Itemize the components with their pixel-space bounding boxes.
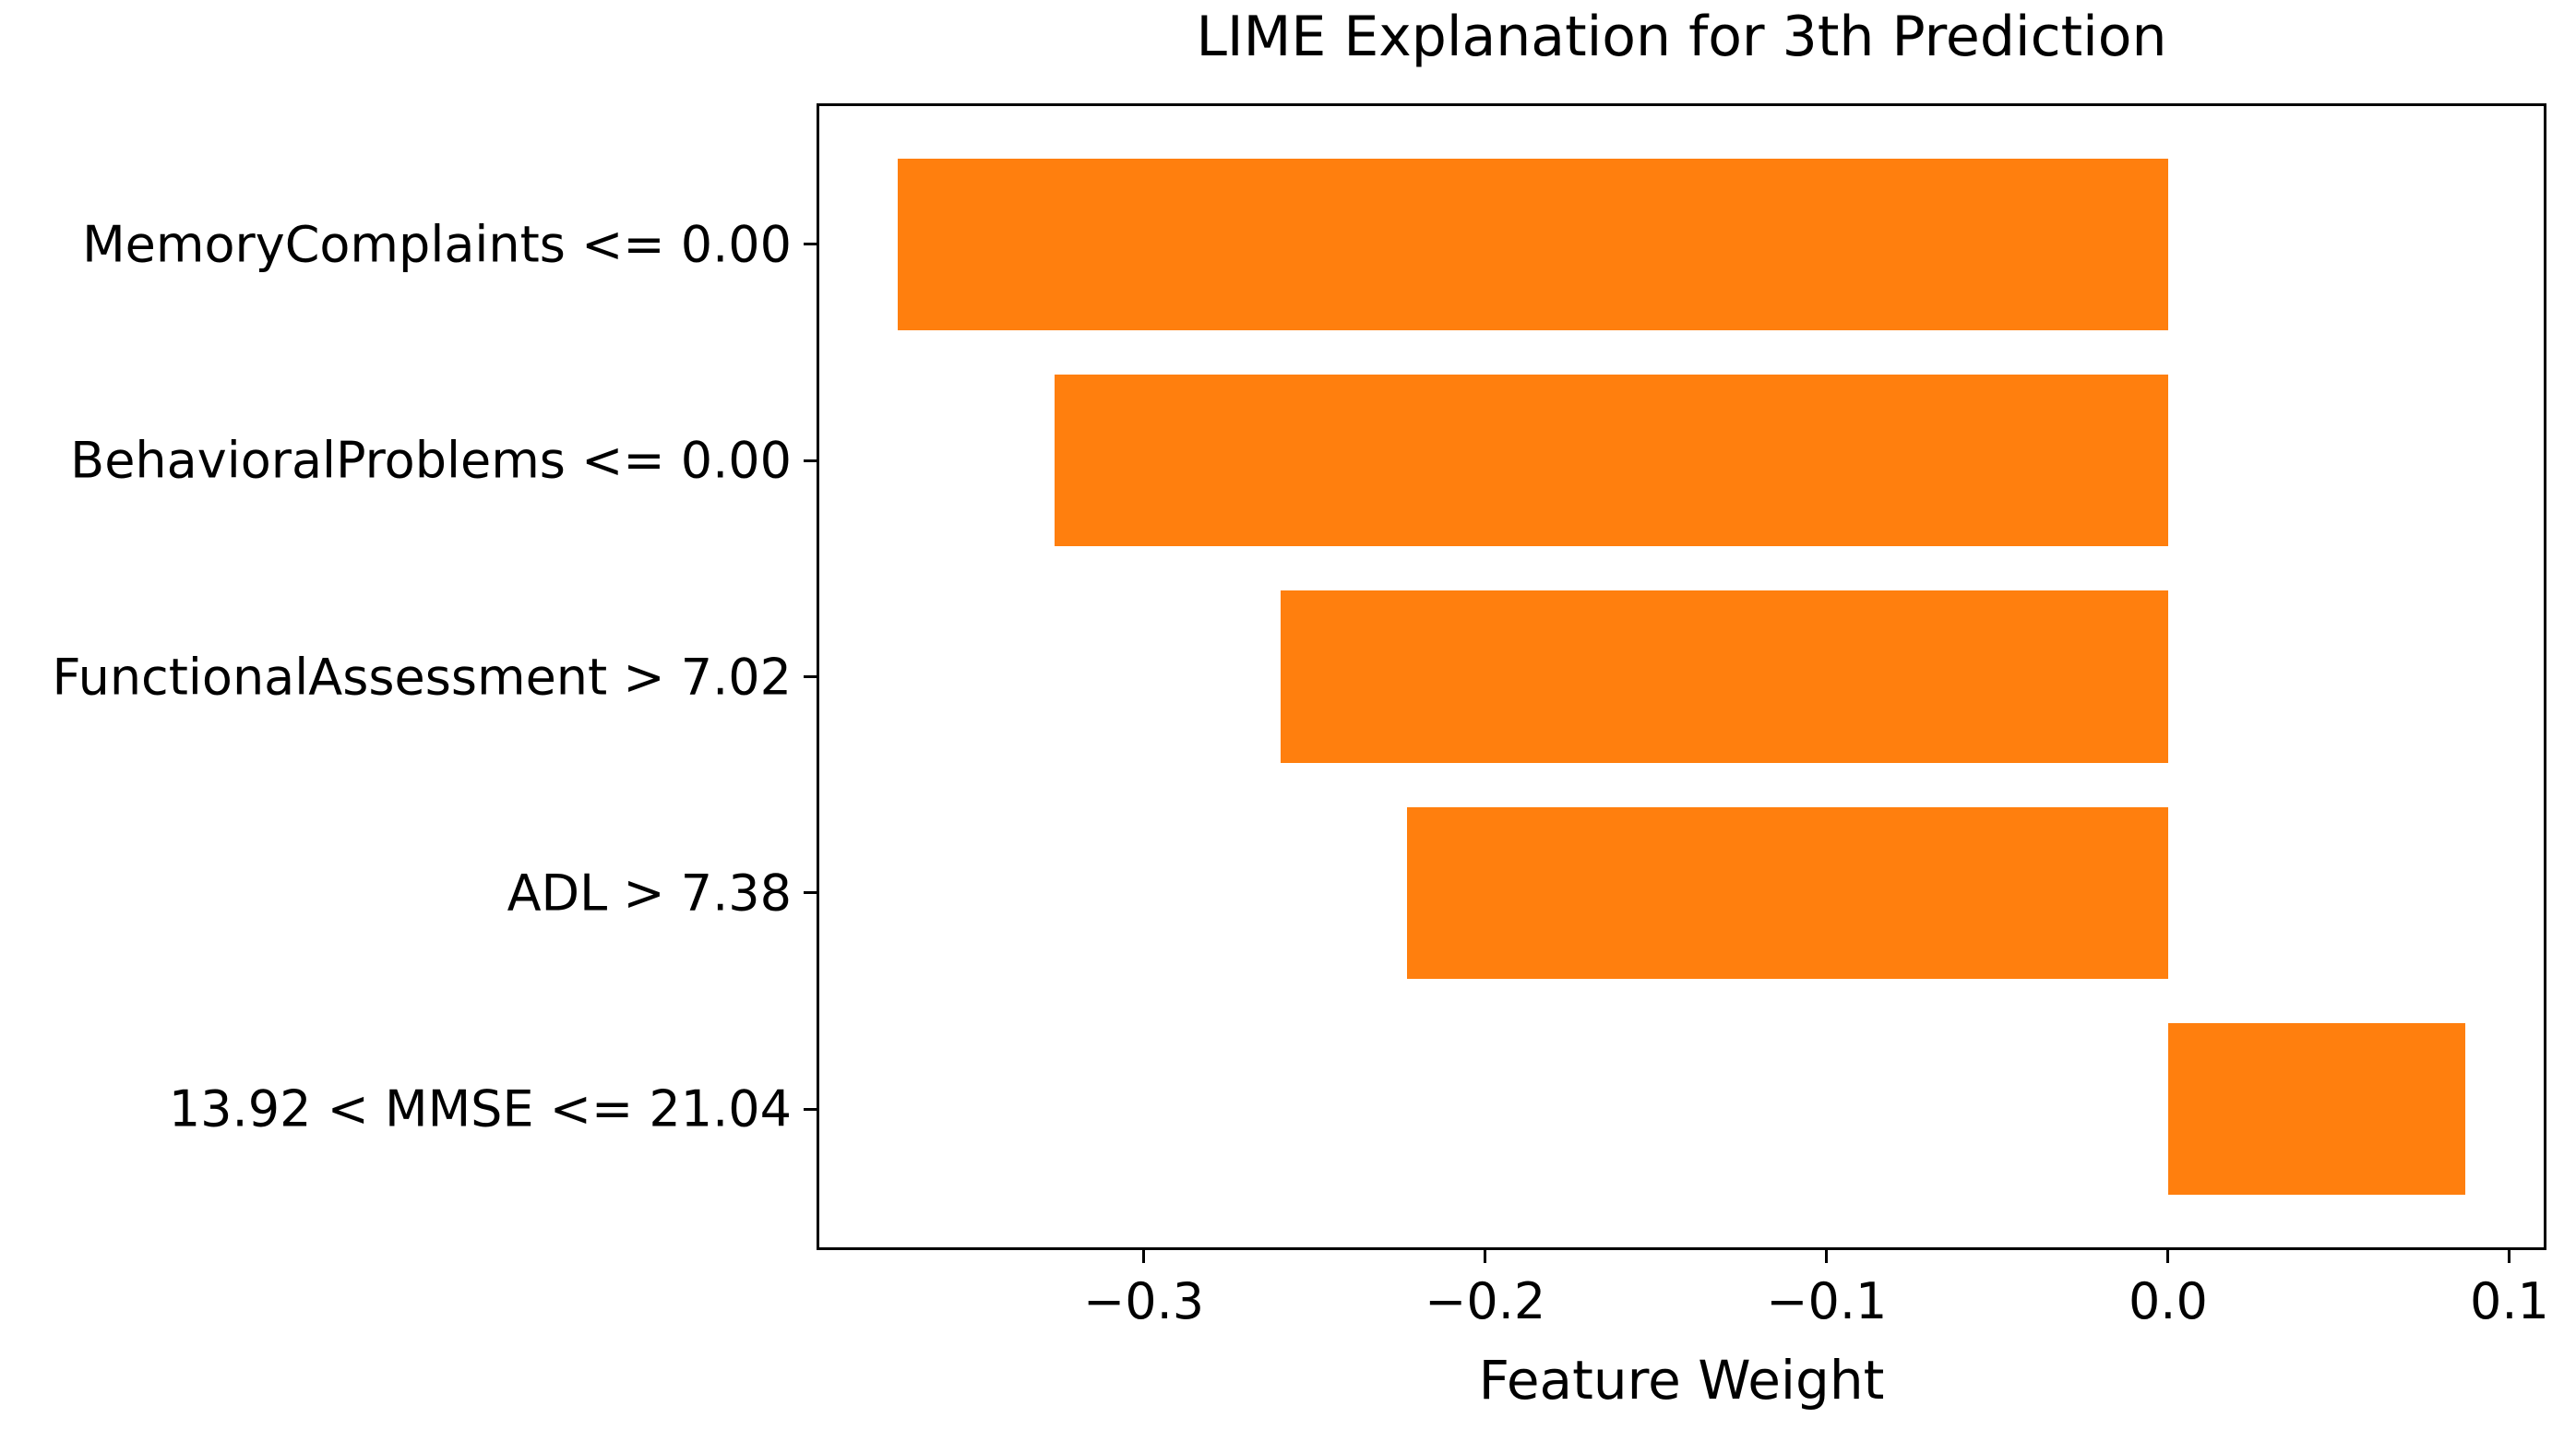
bar-4	[2167, 1023, 2465, 1196]
y-tick-0	[804, 243, 817, 246]
bar-1	[1055, 375, 2168, 547]
x-tick-label-4: 0.1	[2470, 1272, 2549, 1330]
y-tick-3	[804, 891, 817, 895]
x-axis-label: Feature Weight	[1478, 1349, 1885, 1412]
y-tick-label-2: FunctionalAssessment > 7.02	[52, 648, 792, 706]
bar-0	[898, 158, 2168, 330]
y-tick-label-3: ADL > 7.38	[507, 864, 792, 923]
y-tick-4	[804, 1107, 817, 1111]
x-tick-label-3: 0.0	[2128, 1272, 2208, 1330]
x-tick-label-0: −0.3	[1083, 1272, 1205, 1330]
y-tick-label-1: BehavioralProblems <= 0.00	[70, 431, 792, 490]
y-tick-1	[804, 459, 817, 462]
bar-3	[1406, 806, 2168, 979]
chart-title: LIME Explanation for 3th Prediction	[1196, 5, 2167, 69]
x-tick-0	[1142, 1250, 1146, 1263]
plot-area: MemoryComplaints <= 0.00 BehavioralProble…	[52, 103, 2549, 1330]
x-tick-1	[1484, 1250, 1487, 1263]
y-tick-label-0: MemoryComplaints <= 0.00	[82, 215, 792, 274]
bar-2	[1280, 590, 2168, 763]
y-tick-2	[804, 675, 817, 678]
x-tick-2	[1825, 1250, 1829, 1263]
x-tick-label-2: −0.1	[1766, 1272, 1888, 1330]
x-tick-label-1: −0.2	[1425, 1272, 1546, 1330]
x-tick-3	[2166, 1250, 2170, 1263]
x-tick-4	[2508, 1250, 2511, 1263]
y-tick-label-4: 13.92 < MMSE <= 21.04	[168, 1079, 792, 1138]
